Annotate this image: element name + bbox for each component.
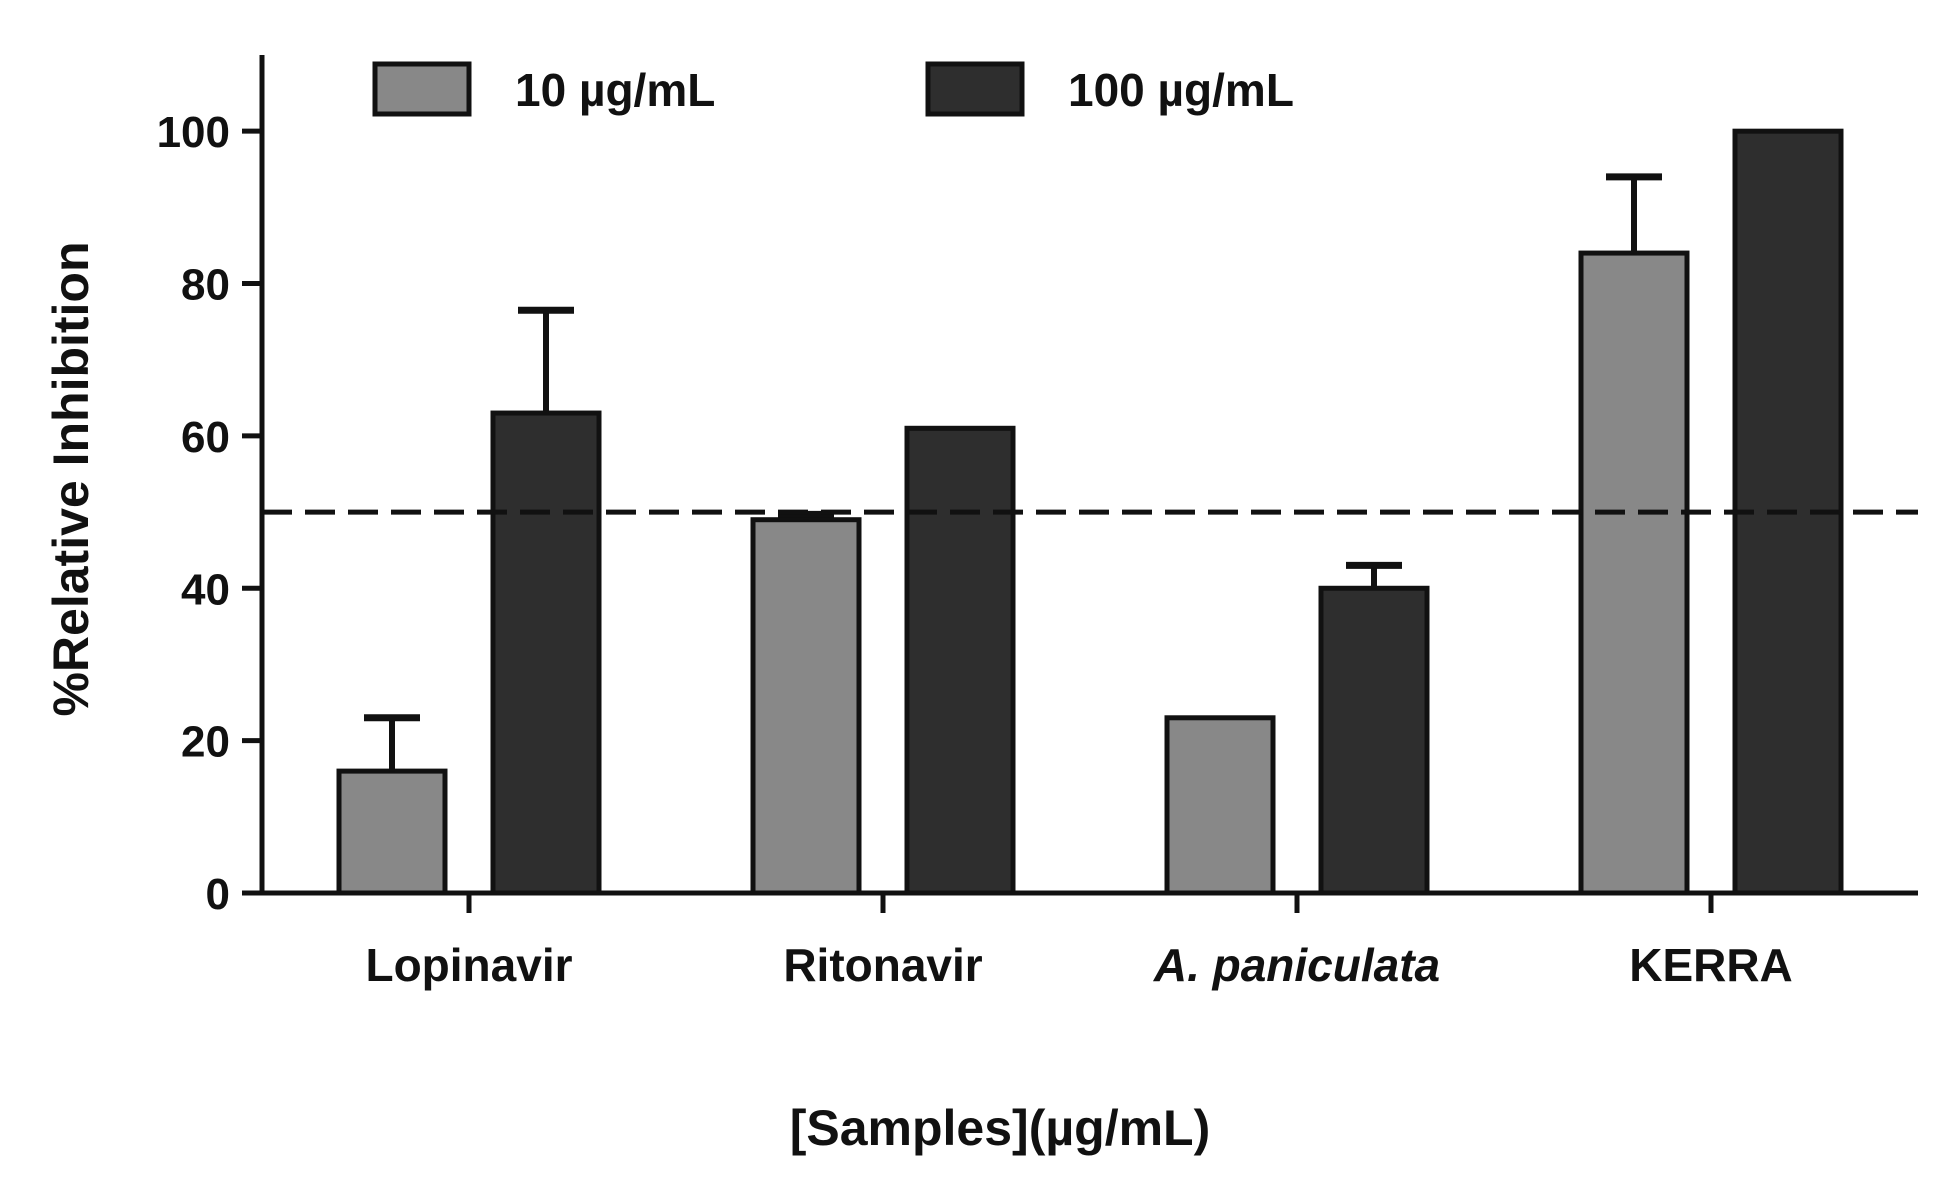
y-axis-title: %Relative Inhibition bbox=[43, 241, 99, 716]
y-tick-label: 100 bbox=[157, 108, 230, 157]
x-category-label: Ritonavir bbox=[783, 939, 982, 991]
legend-label: 10 µg/mL bbox=[515, 64, 715, 116]
legend: 10 µg/mL 100 µg/mL bbox=[372, 61, 1294, 117]
error-bars bbox=[364, 173, 1662, 772]
y-ticks: 0 20 40 60 80 100 bbox=[157, 108, 262, 919]
bar-lopinavir-series-2 bbox=[490, 410, 602, 896]
legend-label: 100 µg/mL bbox=[1068, 64, 1294, 116]
bar-ritonavir-series-2 bbox=[904, 425, 1016, 896]
y-tick-label: 20 bbox=[181, 718, 230, 767]
y-tick-label: 60 bbox=[181, 413, 230, 462]
x-axis-title: [Samples](µg/mL) bbox=[790, 1100, 1211, 1156]
bar-ritonavir-series-1 bbox=[750, 517, 862, 896]
y-tick-label: 80 bbox=[181, 261, 230, 310]
x-categories: Lopinavir Ritonavir A. paniculata KERRA bbox=[365, 893, 1793, 991]
x-category-label: A. paniculata bbox=[1153, 939, 1440, 991]
bar-a-paniculata-series-2 bbox=[1318, 585, 1430, 896]
legend-swatch bbox=[925, 61, 1025, 117]
x-category-label: Lopinavir bbox=[365, 939, 572, 991]
axes bbox=[259, 55, 1918, 896]
y-tick-label: 0 bbox=[206, 870, 230, 919]
bar-kerra-series-1 bbox=[1578, 250, 1690, 896]
legend-swatch bbox=[372, 61, 472, 117]
y-tick-label: 40 bbox=[181, 565, 230, 614]
bar-a-paniculata-series-1 bbox=[1164, 715, 1276, 896]
bar-lopinavir-series-1 bbox=[336, 768, 448, 896]
x-category-label: KERRA bbox=[1629, 939, 1793, 991]
